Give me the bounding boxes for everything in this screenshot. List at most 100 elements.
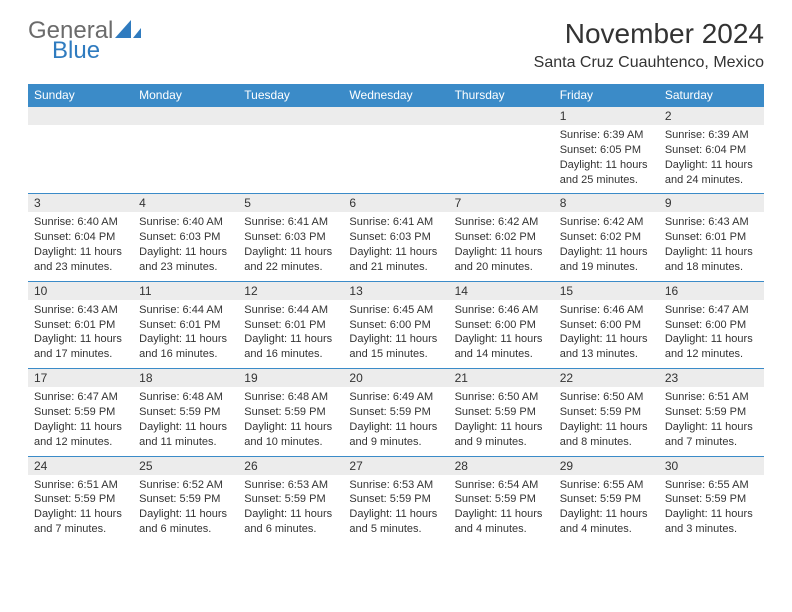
sunrise-text: Sunrise: 6:42 AM bbox=[455, 215, 548, 230]
day-number-cell: 28 bbox=[449, 456, 554, 475]
day-number-cell: 18 bbox=[133, 369, 238, 388]
daylight-text: Daylight: 11 hours and 3 minutes. bbox=[665, 507, 758, 537]
weekday-header: Sunday bbox=[28, 84, 133, 107]
day-content-cell bbox=[28, 125, 133, 194]
day-number-cell: 27 bbox=[343, 456, 448, 475]
day-content-cell: Sunrise: 6:46 AMSunset: 6:00 PMDaylight:… bbox=[554, 300, 659, 369]
day-number-cell: 25 bbox=[133, 456, 238, 475]
sunrise-text: Sunrise: 6:44 AM bbox=[139, 303, 232, 318]
day-number-cell: 12 bbox=[238, 281, 343, 300]
sunrise-text: Sunrise: 6:46 AM bbox=[560, 303, 653, 318]
sunset-text: Sunset: 6:03 PM bbox=[244, 230, 337, 245]
daylight-text: Daylight: 11 hours and 18 minutes. bbox=[665, 245, 758, 275]
sunrise-text: Sunrise: 6:53 AM bbox=[244, 478, 337, 493]
sunrise-text: Sunrise: 6:40 AM bbox=[34, 215, 127, 230]
sunset-text: Sunset: 6:02 PM bbox=[455, 230, 548, 245]
day-number-cell: 24 bbox=[28, 456, 133, 475]
sunset-text: Sunset: 5:59 PM bbox=[560, 405, 653, 420]
day-content-cell: Sunrise: 6:48 AMSunset: 5:59 PMDaylight:… bbox=[133, 387, 238, 456]
day-content-cell: Sunrise: 6:53 AMSunset: 5:59 PMDaylight:… bbox=[238, 475, 343, 543]
weekday-row: Sunday Monday Tuesday Wednesday Thursday… bbox=[28, 84, 764, 107]
sunrise-text: Sunrise: 6:55 AM bbox=[665, 478, 758, 493]
day-content-row: Sunrise: 6:39 AMSunset: 6:05 PMDaylight:… bbox=[28, 125, 764, 194]
sunset-text: Sunset: 5:59 PM bbox=[349, 405, 442, 420]
day-number-cell: 19 bbox=[238, 369, 343, 388]
location-label: Santa Cruz Cuauhtenco, Mexico bbox=[534, 54, 764, 72]
day-number-cell: 1 bbox=[554, 107, 659, 126]
daylight-text: Daylight: 11 hours and 11 minutes. bbox=[139, 420, 232, 450]
day-number-cell bbox=[238, 107, 343, 126]
daylight-text: Daylight: 11 hours and 9 minutes. bbox=[349, 420, 442, 450]
day-content-cell: Sunrise: 6:42 AMSunset: 6:02 PMDaylight:… bbox=[449, 212, 554, 281]
day-content-cell bbox=[133, 125, 238, 194]
daylight-text: Daylight: 11 hours and 5 minutes. bbox=[349, 507, 442, 537]
day-content-cell: Sunrise: 6:44 AMSunset: 6:01 PMDaylight:… bbox=[238, 300, 343, 369]
day-content-cell: Sunrise: 6:40 AMSunset: 6:04 PMDaylight:… bbox=[28, 212, 133, 281]
sunset-text: Sunset: 5:59 PM bbox=[34, 405, 127, 420]
daylight-text: Daylight: 11 hours and 8 minutes. bbox=[560, 420, 653, 450]
day-number-cell: 26 bbox=[238, 456, 343, 475]
sunrise-text: Sunrise: 6:42 AM bbox=[560, 215, 653, 230]
day-content-cell: Sunrise: 6:46 AMSunset: 6:00 PMDaylight:… bbox=[449, 300, 554, 369]
day-content-cell: Sunrise: 6:51 AMSunset: 5:59 PMDaylight:… bbox=[659, 387, 764, 456]
day-content-cell: Sunrise: 6:54 AMSunset: 5:59 PMDaylight:… bbox=[449, 475, 554, 543]
sunset-text: Sunset: 5:59 PM bbox=[455, 492, 548, 507]
sunrise-text: Sunrise: 6:39 AM bbox=[665, 128, 758, 143]
daylight-text: Daylight: 11 hours and 9 minutes. bbox=[455, 420, 548, 450]
daylight-text: Daylight: 11 hours and 4 minutes. bbox=[560, 507, 653, 537]
day-content-cell bbox=[238, 125, 343, 194]
weekday-header: Thursday bbox=[449, 84, 554, 107]
logo-text-block: General Blue bbox=[28, 18, 141, 63]
sunrise-text: Sunrise: 6:49 AM bbox=[349, 390, 442, 405]
day-number-cell: 22 bbox=[554, 369, 659, 388]
sunset-text: Sunset: 6:00 PM bbox=[665, 318, 758, 333]
daylight-text: Daylight: 11 hours and 16 minutes. bbox=[244, 332, 337, 362]
sunset-text: Sunset: 5:59 PM bbox=[139, 492, 232, 507]
logo-sail-icon bbox=[115, 20, 141, 38]
daylight-text: Daylight: 11 hours and 24 minutes. bbox=[665, 158, 758, 188]
title-block: November 2024 Santa Cruz Cuauhtenco, Mex… bbox=[534, 18, 764, 72]
daylight-text: Daylight: 11 hours and 13 minutes. bbox=[560, 332, 653, 362]
sunrise-text: Sunrise: 6:55 AM bbox=[560, 478, 653, 493]
sunset-text: Sunset: 5:59 PM bbox=[244, 492, 337, 507]
day-number-cell: 10 bbox=[28, 281, 133, 300]
sunrise-text: Sunrise: 6:53 AM bbox=[349, 478, 442, 493]
sunrise-text: Sunrise: 6:52 AM bbox=[139, 478, 232, 493]
day-number-cell: 3 bbox=[28, 194, 133, 213]
daylight-text: Daylight: 11 hours and 20 minutes. bbox=[455, 245, 548, 275]
day-number-cell: 11 bbox=[133, 281, 238, 300]
weekday-header: Tuesday bbox=[238, 84, 343, 107]
weekday-header: Saturday bbox=[659, 84, 764, 107]
day-content-cell: Sunrise: 6:43 AMSunset: 6:01 PMDaylight:… bbox=[659, 212, 764, 281]
day-number-cell: 13 bbox=[343, 281, 448, 300]
sunrise-text: Sunrise: 6:41 AM bbox=[244, 215, 337, 230]
day-content-cell: Sunrise: 6:39 AMSunset: 6:04 PMDaylight:… bbox=[659, 125, 764, 194]
day-content-row: Sunrise: 6:47 AMSunset: 5:59 PMDaylight:… bbox=[28, 387, 764, 456]
weekday-header: Wednesday bbox=[343, 84, 448, 107]
day-content-cell: Sunrise: 6:53 AMSunset: 5:59 PMDaylight:… bbox=[343, 475, 448, 543]
day-number-cell: 7 bbox=[449, 194, 554, 213]
day-content-cell: Sunrise: 6:48 AMSunset: 5:59 PMDaylight:… bbox=[238, 387, 343, 456]
day-content-cell: Sunrise: 6:52 AMSunset: 5:59 PMDaylight:… bbox=[133, 475, 238, 543]
daylight-text: Daylight: 11 hours and 17 minutes. bbox=[34, 332, 127, 362]
sunset-text: Sunset: 6:03 PM bbox=[349, 230, 442, 245]
sunset-text: Sunset: 6:01 PM bbox=[665, 230, 758, 245]
sunrise-text: Sunrise: 6:47 AM bbox=[34, 390, 127, 405]
day-content-cell: Sunrise: 6:49 AMSunset: 5:59 PMDaylight:… bbox=[343, 387, 448, 456]
sunset-text: Sunset: 6:02 PM bbox=[560, 230, 653, 245]
daylight-text: Daylight: 11 hours and 7 minutes. bbox=[665, 420, 758, 450]
day-number-row: 12 bbox=[28, 107, 764, 126]
day-content-cell: Sunrise: 6:50 AMSunset: 5:59 PMDaylight:… bbox=[554, 387, 659, 456]
day-content-cell: Sunrise: 6:55 AMSunset: 5:59 PMDaylight:… bbox=[554, 475, 659, 543]
sunset-text: Sunset: 6:00 PM bbox=[560, 318, 653, 333]
sunset-text: Sunset: 5:59 PM bbox=[34, 492, 127, 507]
sunset-text: Sunset: 5:59 PM bbox=[455, 405, 548, 420]
daylight-text: Daylight: 11 hours and 7 minutes. bbox=[34, 507, 127, 537]
day-number-row: 24252627282930 bbox=[28, 456, 764, 475]
sunrise-text: Sunrise: 6:50 AM bbox=[455, 390, 548, 405]
sunrise-text: Sunrise: 6:48 AM bbox=[244, 390, 337, 405]
day-content-cell: Sunrise: 6:44 AMSunset: 6:01 PMDaylight:… bbox=[133, 300, 238, 369]
daylight-text: Daylight: 11 hours and 14 minutes. bbox=[455, 332, 548, 362]
sunset-text: Sunset: 5:59 PM bbox=[560, 492, 653, 507]
daylight-text: Daylight: 11 hours and 22 minutes. bbox=[244, 245, 337, 275]
